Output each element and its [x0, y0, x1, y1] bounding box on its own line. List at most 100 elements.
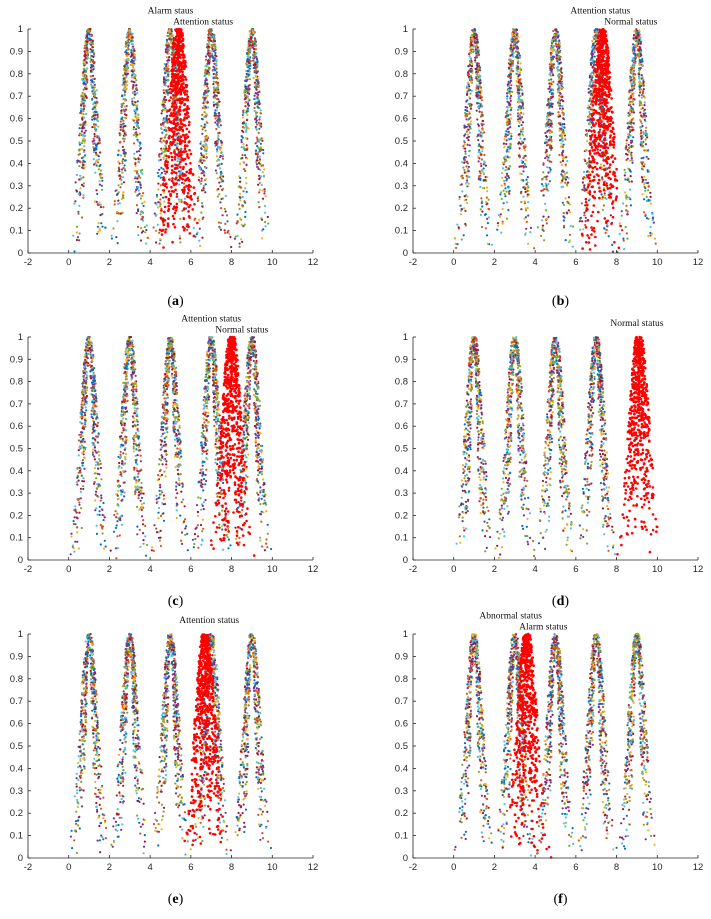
data-point: [204, 178, 207, 181]
data-point: [78, 232, 81, 235]
highlight-point: [187, 215, 191, 218]
data-point: [224, 194, 227, 197]
data-point: [602, 156, 605, 159]
highlight-point: [172, 222, 175, 226]
data-point: [571, 245, 574, 248]
data-point: [98, 201, 101, 204]
data-point: [82, 150, 85, 153]
data-point: [204, 64, 207, 67]
data-point: [82, 185, 85, 188]
data-point: [113, 200, 116, 203]
data-point: [476, 79, 479, 82]
data-point: [134, 121, 137, 124]
highlight-point: [187, 185, 190, 188]
data-point: [550, 140, 553, 143]
data-point: [119, 125, 122, 129]
data-point: [566, 160, 569, 163]
data-point: [198, 239, 201, 242]
data-point: [561, 159, 565, 162]
data-point: [121, 162, 124, 165]
data-point: [160, 149, 163, 152]
data-point: [122, 191, 125, 194]
data-point: [254, 85, 257, 88]
data-point: [464, 147, 467, 150]
data-point: [159, 137, 162, 140]
data-point: [139, 183, 142, 186]
highlight-point: [169, 96, 173, 99]
data-point: [156, 223, 159, 226]
data-point: [132, 85, 135, 89]
data-point: [98, 180, 101, 183]
data-point: [89, 75, 92, 78]
data-point: [145, 224, 148, 227]
data-point: [248, 90, 251, 93]
data-point: [465, 125, 469, 128]
data-point: [558, 107, 562, 110]
data-point: [512, 55, 515, 58]
data-point: [82, 124, 85, 127]
data-point: [550, 58, 553, 61]
data-point: [557, 113, 560, 116]
data-point: [505, 190, 508, 193]
data-point: [549, 98, 552, 102]
data-point: [204, 129, 207, 132]
data-point: [89, 48, 92, 51]
data-point: [133, 157, 136, 160]
data-point: [550, 46, 553, 49]
data-point: [246, 64, 249, 67]
data-point: [510, 73, 513, 76]
highlight-point: [169, 151, 173, 155]
highlight-point: [175, 167, 179, 170]
highlight-point: [162, 246, 165, 249]
data-point: [564, 197, 567, 200]
data-point: [518, 156, 522, 159]
data-point: [78, 149, 81, 152]
data-point: [82, 182, 85, 185]
data-point: [501, 161, 504, 164]
data-point: [241, 116, 244, 119]
data-point: [508, 132, 511, 135]
data-point: [155, 241, 158, 244]
data-point: [466, 195, 469, 198]
data-point: [544, 125, 548, 128]
data-point: [506, 97, 509, 100]
data-point: [244, 210, 247, 214]
data-point: [203, 111, 206, 114]
data-point: [132, 126, 135, 129]
data-point: [523, 149, 527, 152]
highlight-point: [173, 211, 177, 215]
data-point: [181, 181, 184, 184]
data-point: [245, 163, 248, 167]
data-point: [171, 65, 174, 68]
highlight-point: [182, 150, 186, 154]
data-point: [96, 116, 99, 119]
data-point: [262, 152, 265, 155]
data-point: [259, 147, 262, 150]
data-point: [165, 130, 168, 133]
data-point: [477, 106, 480, 109]
data-point: [165, 115, 168, 118]
data-point: [560, 71, 564, 74]
data-point: [162, 78, 166, 81]
status-annotation: Alarm staus: [148, 6, 194, 16]
data-point: [76, 161, 79, 164]
data-point: [101, 225, 104, 228]
data-point: [98, 140, 101, 144]
data-point: [477, 133, 480, 136]
data-point: [92, 80, 96, 84]
data-point: [502, 189, 505, 192]
data-point: [474, 45, 477, 48]
data-point: [218, 226, 221, 229]
data-point: [89, 60, 92, 63]
highlight-point: [179, 75, 182, 78]
data-point: [217, 121, 220, 124]
data-point: [216, 97, 219, 101]
data-point: [206, 121, 209, 124]
data-point: [180, 198, 183, 201]
data-point: [245, 144, 248, 147]
data-point: [82, 88, 85, 91]
data-point: [136, 100, 139, 103]
data-point: [210, 33, 213, 36]
data-point: [555, 40, 558, 43]
data-point: [500, 171, 504, 175]
